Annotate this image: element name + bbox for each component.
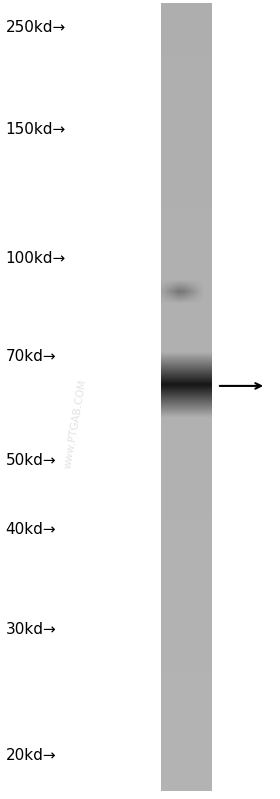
Text: 30kd→: 30kd→: [6, 622, 56, 637]
Text: 20kd→: 20kd→: [6, 749, 56, 763]
Text: 100kd→: 100kd→: [6, 252, 66, 266]
Text: 50kd→: 50kd→: [6, 453, 56, 467]
Text: 150kd→: 150kd→: [6, 122, 66, 137]
Text: 70kd→: 70kd→: [6, 349, 56, 364]
Text: 40kd→: 40kd→: [6, 523, 56, 537]
Text: www.PTGAB.COM: www.PTGAB.COM: [63, 378, 88, 469]
Text: 250kd→: 250kd→: [6, 21, 66, 35]
